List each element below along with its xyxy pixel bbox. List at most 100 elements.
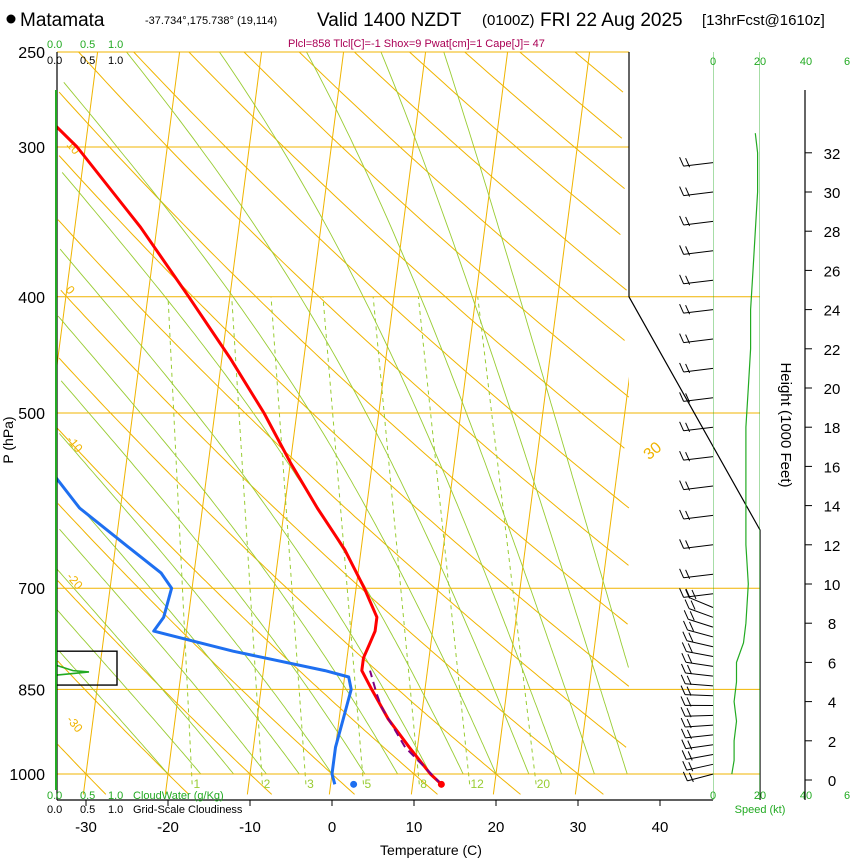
height-tick-label: 0 — [828, 773, 836, 790]
mixing-ratio-label: 20 — [537, 777, 551, 791]
cloudwater-profile — [56, 664, 90, 676]
wind-barb-feather — [685, 393, 691, 403]
dry-adiabat-line — [464, 51, 625, 189]
wind-barb-feather — [686, 729, 692, 740]
wind-barb-staff — [685, 661, 714, 667]
dry-adiabat-label: -10 — [64, 433, 86, 456]
wind-barb — [679, 421, 714, 432]
wind-barb-feather — [685, 589, 691, 599]
wind-barb-feather — [689, 611, 695, 621]
dry-adiabat-line — [243, 51, 630, 398]
wind-barb-feather — [682, 771, 688, 782]
wind-barb-feather — [679, 156, 685, 167]
dry-adiabat-line — [188, 51, 625, 449]
x-tick-label: 10 — [406, 819, 423, 836]
wind-barb-feather — [679, 480, 685, 490]
dry-adiabat-line — [78, 51, 629, 566]
wind-barb-feather — [685, 334, 691, 344]
mixing-ratio-line — [417, 296, 471, 785]
dry-adiabat-line — [298, 51, 625, 341]
moist-adiabat-line — [58, 433, 333, 775]
wind-barb-feather — [682, 631, 688, 641]
top-cloudwater-tick: 0.0 — [47, 39, 62, 51]
wind-barb — [679, 392, 714, 403]
speed-axis-ticks: 0 20 40 60 20 40 6 — [710, 56, 850, 802]
speed-tick-top: 20 — [754, 56, 766, 68]
top-cloudiness-tick: 1.0 — [108, 55, 123, 67]
wind-barb-feather — [685, 481, 691, 491]
wind-barb-feather — [683, 610, 689, 620]
wind-barb-feather — [681, 750, 687, 760]
height-tick-label: 18 — [824, 420, 841, 437]
pressure-tick-label: 300 — [18, 140, 45, 157]
height-tick-label: 8 — [828, 616, 836, 633]
wind-barb — [683, 610, 714, 628]
mixing-ratio-line — [372, 296, 420, 785]
dry-adiabat-line — [57, 580, 273, 795]
sounding-params: Plcl=858 Tlcl[C]=-1 Shox=9 Pwat[cm]=1 Ca… — [288, 38, 545, 50]
top-cloudiness-tick: 0.0 — [47, 55, 62, 67]
wind-barb — [681, 739, 714, 750]
wind-barb — [679, 156, 714, 168]
wind-barb-feather — [679, 245, 685, 255]
cloud-scales: 0.0 0.5 1.0 0.0 0.5 1.0 0.0 0.5 1.0 0.0 0.5 1.0 Clou… — [47, 39, 243, 816]
wind-barb-feather — [679, 421, 685, 431]
height-tick-label: 4 — [828, 695, 836, 712]
wind-barb — [679, 333, 714, 344]
bottom-cloudiness-tick: 0.5 — [80, 804, 95, 816]
wind-speed-profile — [731, 133, 759, 775]
dry-adiabat-line — [409, 51, 621, 235]
mixing-ratio-line — [477, 296, 537, 785]
wind-barb-feather — [679, 392, 685, 402]
wind-barb-feather — [687, 751, 693, 761]
wind-barb-feather — [679, 450, 685, 461]
wind-barb-feather — [686, 686, 692, 696]
wind-barb-feather — [680, 728, 686, 739]
dry-adiabat-line — [57, 503, 355, 795]
wind-barb-feather — [679, 333, 685, 343]
wind-barb-staff — [685, 683, 714, 687]
wind-barb — [680, 696, 714, 707]
wind-barb-feather — [681, 642, 687, 652]
cloudwater-label: CloudWater (g/Kg) — [133, 790, 224, 802]
dry-adiabat-line — [60, 289, 604, 795]
wind-barb — [682, 760, 714, 772]
height-tick-label: 20 — [824, 381, 841, 398]
wind-barb-feather — [687, 654, 693, 664]
speed-tick-bottom: 20 — [754, 790, 766, 802]
moist-adiabat-line — [63, 82, 497, 775]
height-tick-label: 2 — [828, 734, 836, 751]
wind-barb-staff — [685, 694, 714, 697]
wind-barb-feather — [684, 599, 690, 609]
moist-adiabat-line — [57, 315, 398, 775]
moist-adiabat-line — [219, 51, 563, 775]
bottom-cloudiness-tick: 1.0 — [108, 804, 123, 816]
wind-barb-feather — [685, 187, 691, 197]
height-axis-label: Height (1000 Feet) — [777, 362, 794, 487]
pressure-axis-ticks: 250 300 400 500 700 850 1000 — [9, 45, 45, 784]
wind-barb-feather — [686, 675, 692, 686]
wind-barb — [679, 215, 714, 227]
moist-adiabat-line — [59, 528, 267, 775]
speed-tick-bottom: 40 — [800, 790, 812, 802]
forecast-run: [13hrFcst@1610z] — [702, 12, 825, 29]
wind-barb — [679, 245, 714, 256]
wind-barb-staff — [685, 672, 714, 677]
wind-barb-feather — [680, 696, 686, 706]
wind-barb — [681, 642, 714, 658]
mixing-ratio-label: 2 — [264, 777, 271, 791]
wind-barb-feather — [683, 620, 688, 631]
mixing-ratio-line — [322, 296, 364, 785]
wind-barb-feather — [687, 740, 693, 750]
x-tick-label: -20 — [157, 819, 179, 836]
speed-tick-top: 0 — [710, 56, 716, 68]
x-tick-label: -10 — [239, 819, 261, 836]
surface-dewpoint-dot — [350, 780, 358, 788]
height-tick-label: 24 — [824, 303, 841, 320]
wind-barb-feather — [685, 451, 691, 462]
moist-adiabat-line — [126, 51, 530, 775]
wind-barb — [679, 539, 714, 550]
pressure-tick-label: 700 — [18, 581, 45, 598]
wind-barb — [680, 717, 714, 729]
x-tick-label: 30 — [570, 819, 587, 836]
